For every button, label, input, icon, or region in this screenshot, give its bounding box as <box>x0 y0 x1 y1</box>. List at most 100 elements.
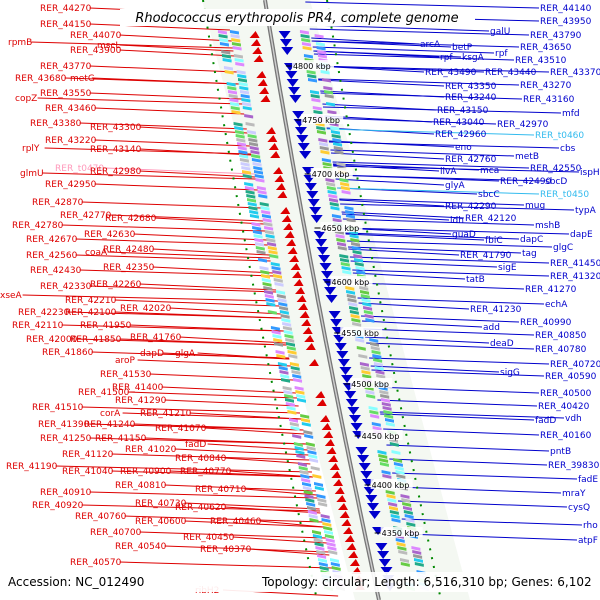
left-gene-label: RER_43140 <box>90 145 142 155</box>
reverse-gene-arrow <box>378 559 391 567</box>
feature-stripe <box>399 558 409 563</box>
feature-stripe <box>285 398 295 403</box>
feature-stripe <box>249 214 259 219</box>
reverse-gene-arrow <box>294 127 307 135</box>
feature-stripe <box>315 42 325 47</box>
right-leader-line <box>326 128 535 136</box>
left-gene-label: mscL <box>97 41 120 51</box>
right-leader-line <box>386 444 550 452</box>
right-leader-line <box>334 174 545 182</box>
left-gene-label: RER_41150 <box>95 434 147 444</box>
feature-stripe <box>327 110 337 115</box>
feature-stripe <box>289 422 299 427</box>
feature-stripe <box>317 554 327 559</box>
feature-stripe <box>237 142 247 147</box>
feature-stripe <box>354 258 364 263</box>
left-gene-label: RER_42330 <box>40 282 92 292</box>
right-gene-label: arcA <box>420 40 441 50</box>
right-leader-line <box>383 428 540 436</box>
feature-stripe <box>380 394 390 399</box>
topology-text: Topology: circular; Length: 6,516,310 bp… <box>261 575 592 589</box>
reverse-gene-arrow <box>278 31 291 39</box>
feature-stripe <box>329 198 339 203</box>
feature-stripe <box>332 138 342 143</box>
feature-stripe <box>306 446 316 451</box>
left-gene-label: RER_40370 <box>200 545 252 555</box>
feature-stripe <box>352 250 362 255</box>
forward-gene-arrow <box>295 287 306 294</box>
feature-stripe <box>323 86 333 91</box>
left-leader-line <box>244 488 317 496</box>
feature-stripe <box>316 494 326 499</box>
right-leader-line <box>346 240 553 248</box>
right-leader-line <box>324 117 497 125</box>
right-leader-line <box>365 336 490 344</box>
left-gene-label: RER_41530 <box>100 370 152 380</box>
feature-stripe <box>371 350 381 355</box>
feature-stripe <box>235 134 245 139</box>
feature-stripe <box>262 282 272 287</box>
feature-stripe <box>379 390 389 395</box>
feature-stripe <box>295 390 305 395</box>
left-gene-label: RER_42770 <box>60 211 112 221</box>
left-leader-line <box>55 465 312 473</box>
reverse-gene-arrow <box>375 543 388 551</box>
left-gene-label: RER_44150 <box>40 20 92 30</box>
right-gene-label: RER_42760 <box>445 155 497 165</box>
feature-stripe <box>307 510 317 515</box>
right-gene-label: sigG <box>500 368 520 378</box>
right-leader-line <box>395 486 562 494</box>
left-gene-label: RER_42000 <box>26 335 78 345</box>
feature-stripe <box>316 126 326 131</box>
right-gene-label: dapC <box>520 235 543 245</box>
right-leader-line <box>352 269 550 277</box>
left-gene-label: RER_40460 <box>210 517 262 527</box>
reverse-gene-arrow <box>309 207 322 215</box>
feature-stripe <box>370 342 380 347</box>
feature-stripe <box>387 498 397 503</box>
feature-stripe <box>302 482 312 487</box>
right-leader-line <box>358 302 470 310</box>
feature-stripe <box>319 146 329 151</box>
feature-stripe <box>239 86 249 91</box>
forward-gene-arrow <box>267 135 278 142</box>
left-leader-line <box>184 520 324 528</box>
left-gene-label: xseA <box>0 291 23 301</box>
feature-stripe <box>289 362 299 367</box>
feature-stripe <box>346 294 356 299</box>
forward-gene-arrow <box>323 431 334 438</box>
feature-stripe <box>240 94 250 99</box>
feature-stripe <box>305 498 315 503</box>
feature-stripe <box>412 550 422 555</box>
ruler-tick-backdrop <box>380 527 423 537</box>
feature-stripe <box>236 70 246 75</box>
feature-stripe <box>299 30 309 35</box>
left-leader-line <box>89 285 277 293</box>
forward-gene-arrow <box>316 399 327 406</box>
forward-gene-arrow <box>328 455 339 462</box>
feature-stripe <box>274 282 284 287</box>
feature-stripe <box>364 314 374 319</box>
feature-stripe <box>359 286 369 291</box>
feature-stripe <box>232 46 242 51</box>
right-gene-label: typA <box>575 206 597 216</box>
feature-stripe <box>265 234 275 239</box>
left-gene-label: rplY <box>22 144 40 154</box>
right-gene-label: RER_43790 <box>530 31 582 41</box>
ruler-tick-label: 4450 kbp <box>362 432 400 441</box>
left-gene-label: RER_44270 <box>40 4 92 14</box>
reverse-gene-arrow <box>350 423 363 431</box>
feature-stripe <box>334 150 344 155</box>
feature-stripe <box>271 330 281 335</box>
ruler-tick-backdrop <box>291 60 334 70</box>
right-gene-label: RER_43370 <box>550 68 600 78</box>
feature-stripe <box>303 490 313 495</box>
feature-stripe <box>299 470 309 475</box>
feature-stripe <box>234 58 244 63</box>
left-leader-line <box>94 107 245 115</box>
feature-stripe <box>379 462 389 467</box>
feature-stripe <box>316 550 326 555</box>
feature-stripe <box>266 238 276 243</box>
left-leader-line <box>114 311 282 319</box>
